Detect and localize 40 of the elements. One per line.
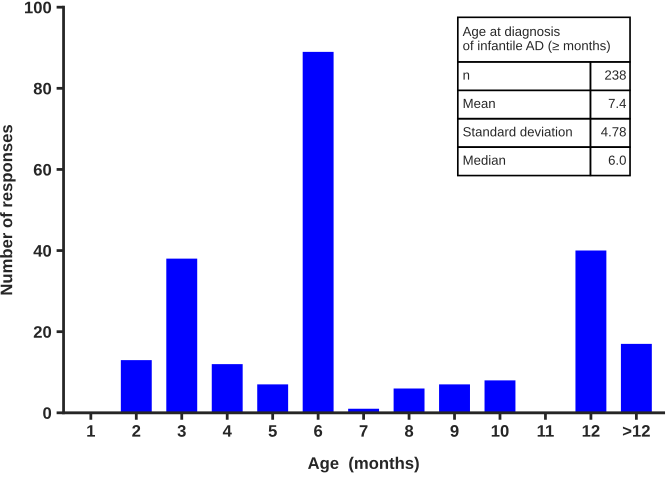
x-tick-label: 12: [582, 425, 600, 437]
x-tick-label: 1: [87, 425, 96, 437]
y-tick-label: 20: [34, 326, 52, 338]
annotation: Age at diagnosis of infantile AD (≥ months): [462, 26, 610, 53]
annotation: Standard deviation: [463, 126, 572, 136]
bar: [620, 344, 652, 413]
bar: [212, 364, 243, 413]
annotation: 6.0: [608, 156, 626, 165]
bar: [302, 52, 334, 413]
x-tick-label: >12: [622, 425, 650, 437]
y-tick-label: 0: [43, 407, 52, 420]
x-tick-label: 8: [404, 425, 414, 437]
annotation: 4.78: [601, 127, 626, 136]
bar: [394, 388, 425, 413]
x-tick-label: 6: [314, 425, 322, 437]
bar: [166, 258, 198, 413]
y-tick-label: 100: [24, 2, 52, 14]
x-tick-label: 7: [360, 425, 368, 437]
bar: [257, 384, 288, 413]
bar: [120, 360, 152, 413]
bar: [439, 384, 470, 413]
annotation: 238: [605, 70, 626, 80]
annotation: Median: [464, 155, 506, 165]
y-tick-label: 60: [34, 164, 52, 176]
y-axis-title: Number of responses: [0, 125, 16, 295]
annotation: n: [463, 72, 470, 80]
x-tick-label: 10: [492, 425, 509, 437]
x-tick-label: 11: [538, 425, 554, 437]
y-tick-label: 40: [33, 244, 52, 257]
x-axis-title: Age (months): [308, 456, 419, 472]
annotation: 7.4: [608, 98, 626, 108]
annotation: Mean: [464, 98, 495, 108]
x-tick-label: 2: [132, 425, 140, 437]
y-tick-label: 80: [34, 82, 52, 95]
x-tick-label: 5: [268, 425, 277, 437]
bar: [484, 380, 516, 413]
x-tick-label: 4: [222, 425, 232, 437]
bar: [575, 250, 606, 413]
x-tick-label: 9: [450, 425, 459, 437]
x-tick-label: 3: [178, 425, 186, 437]
